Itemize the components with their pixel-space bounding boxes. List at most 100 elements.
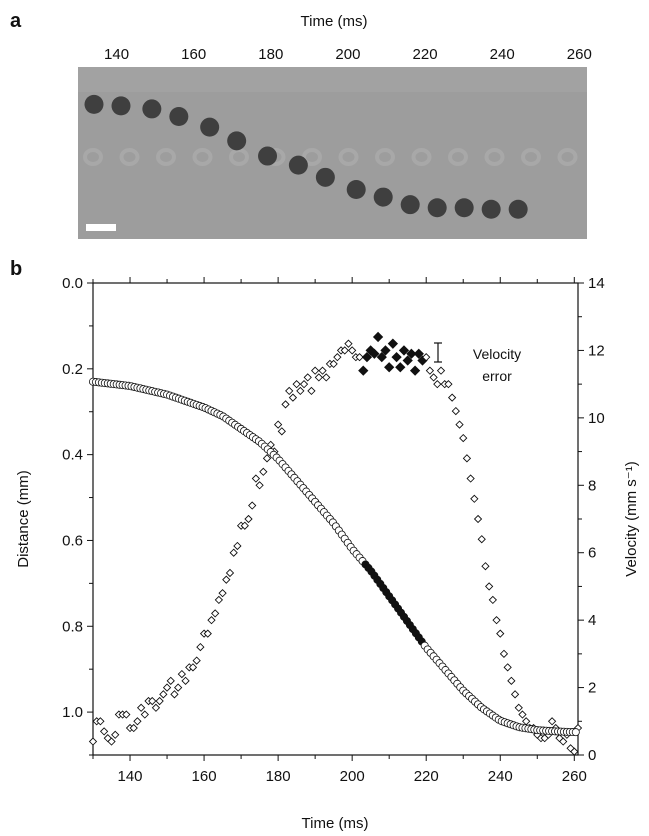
bead-marker bbox=[400, 195, 420, 215]
velocity-point bbox=[207, 616, 216, 625]
background-ring-core bbox=[306, 152, 318, 162]
velocity-point bbox=[473, 514, 483, 524]
velocity-point bbox=[355, 353, 364, 362]
bead-marker bbox=[508, 199, 528, 219]
left-y-tick-label: 0.0 bbox=[62, 275, 83, 292]
panel-a-tick-140: 140 bbox=[104, 46, 129, 63]
velocity-point bbox=[244, 514, 253, 524]
left-y-axis-title: Distance (mm) bbox=[15, 470, 32, 568]
velocity-point-filled bbox=[387, 338, 399, 349]
left-y-tick-label: 0.4 bbox=[62, 447, 83, 464]
background-ring-core bbox=[233, 152, 245, 162]
velocity-point bbox=[488, 595, 497, 605]
velocity-point bbox=[159, 690, 168, 699]
velocity-point bbox=[107, 737, 116, 746]
x-tick-label-180: 180 bbox=[266, 768, 291, 785]
right-y-tick-label: 4 bbox=[588, 612, 596, 629]
bead-marker bbox=[142, 99, 162, 119]
left-y-tick-label: 1.0 bbox=[62, 704, 83, 721]
background-ring-core bbox=[87, 152, 99, 162]
velocity-point bbox=[466, 474, 475, 483]
bead-marker bbox=[111, 96, 131, 116]
velocity-point bbox=[129, 723, 138, 733]
velocity-point bbox=[496, 629, 505, 638]
x-axis-title: Time (ms) bbox=[302, 815, 369, 832]
velocity-point bbox=[318, 366, 327, 375]
x-tick-label-240: 240 bbox=[488, 768, 513, 785]
velocity-point bbox=[303, 373, 312, 382]
left-y-tick-label: 0.6 bbox=[62, 532, 83, 549]
velocity-point bbox=[481, 562, 490, 571]
velocity-point bbox=[136, 703, 146, 712]
velocity-point bbox=[162, 683, 172, 692]
velocity-point-filled bbox=[369, 348, 380, 359]
right-y-tick-label: 6 bbox=[588, 545, 596, 562]
velocity-point bbox=[225, 568, 235, 578]
velocity-point bbox=[218, 589, 227, 598]
bead-marker bbox=[481, 199, 501, 219]
velocity-point bbox=[470, 494, 479, 503]
right-y-tick-label: 14 bbox=[588, 275, 605, 292]
bead-marker bbox=[200, 117, 220, 137]
velocity-point bbox=[522, 717, 531, 726]
panel-a-tick-180: 180 bbox=[258, 46, 283, 63]
velocity-point bbox=[503, 663, 512, 672]
velocity-point bbox=[285, 386, 294, 396]
velocity-point-filled bbox=[380, 345, 391, 356]
velocity-point-filled bbox=[398, 345, 410, 356]
micrograph-highlight bbox=[78, 67, 587, 92]
velocity-point bbox=[99, 727, 109, 736]
velocity-point bbox=[507, 676, 516, 685]
velocity-point bbox=[133, 717, 142, 726]
velocity-point-filled bbox=[372, 331, 384, 343]
panel-a-tick-220: 220 bbox=[413, 46, 438, 63]
velocity-point bbox=[455, 420, 464, 429]
velocity-point bbox=[314, 373, 323, 382]
velocity-point bbox=[485, 582, 494, 591]
distance-series bbox=[89, 377, 580, 737]
velocity-point bbox=[196, 642, 205, 652]
bead-marker bbox=[84, 94, 104, 114]
velocity-point bbox=[281, 400, 290, 409]
velocity-point bbox=[273, 420, 283, 429]
velocity-error-annotation: Velocity error bbox=[434, 342, 521, 384]
velocity-point-filled bbox=[409, 365, 421, 376]
velocity-point bbox=[559, 737, 568, 746]
velocity-point bbox=[570, 747, 579, 756]
background-ring-core bbox=[525, 152, 537, 162]
velocity-point-filled bbox=[406, 348, 417, 359]
velocity-point bbox=[240, 521, 249, 530]
velocity-point-filled bbox=[361, 352, 373, 363]
x-tick-label-220: 220 bbox=[414, 768, 439, 785]
x-tick-label-160: 160 bbox=[192, 768, 217, 785]
axes-ticks: 140 160 180 200 220 240 260 0.0 0.2 0.4 0.6 0.8 1.0 0… bbox=[62, 275, 605, 785]
velocity-point bbox=[348, 346, 357, 355]
velocity-point bbox=[329, 359, 338, 369]
velocity-point bbox=[447, 393, 457, 402]
velocity-point bbox=[296, 386, 305, 396]
velocity-point bbox=[203, 629, 212, 638]
velocity-point bbox=[214, 595, 224, 605]
velocity-point bbox=[148, 696, 157, 706]
bead-marker bbox=[427, 198, 447, 218]
x-tick-label-260: 260 bbox=[562, 768, 587, 785]
velocity-point bbox=[333, 353, 342, 362]
velocity-point bbox=[192, 656, 201, 665]
velocity-point bbox=[510, 690, 520, 699]
left-y-tick-label: 0.2 bbox=[62, 361, 83, 378]
velocity-point bbox=[155, 696, 164, 706]
annotation-line-1: Velocity bbox=[473, 346, 521, 362]
background-ring-core bbox=[196, 152, 209, 162]
distance-point bbox=[571, 728, 580, 737]
velocity-point bbox=[259, 467, 268, 476]
velocity-point bbox=[492, 616, 501, 625]
velocity-point bbox=[111, 730, 120, 739]
panel-a-axis-title: Time (ms) bbox=[301, 13, 368, 30]
panel-a-tick-labels: 140 160 180 200 220 240 260 bbox=[104, 46, 592, 63]
velocity-point bbox=[188, 663, 198, 672]
panel-a-micrograph: Time (ms) 140 160 180 200 220 240 260 bbox=[78, 13, 592, 239]
bead-marker bbox=[227, 131, 247, 151]
velocity-point bbox=[151, 703, 161, 712]
bead-marker bbox=[258, 146, 278, 166]
